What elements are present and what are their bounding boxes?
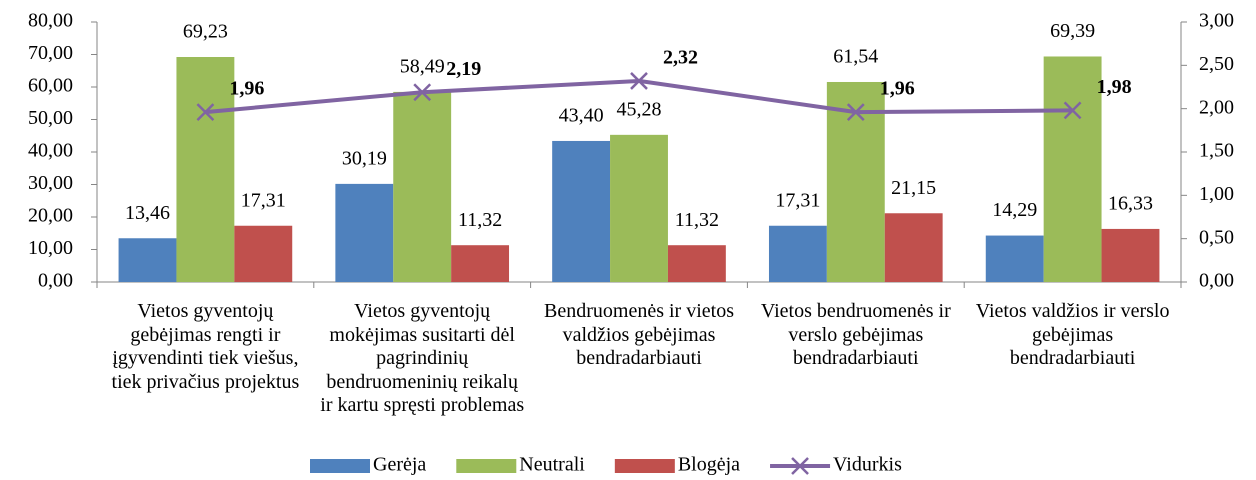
value-label: 43,40 bbox=[559, 105, 604, 127]
bar bbox=[985, 235, 1044, 282]
line-value-label: 1,98 bbox=[1097, 76, 1132, 98]
line-marker bbox=[413, 83, 432, 102]
line-value-label: 2,32 bbox=[663, 47, 698, 69]
marker-stroke bbox=[630, 72, 648, 90]
bar bbox=[1101, 228, 1160, 282]
y2-tick-label: 2,00 bbox=[1199, 96, 1234, 118]
x-tick-label: Vietos gyventojų mokėjimas susitarti dėl… bbox=[320, 300, 525, 416]
bar bbox=[118, 238, 177, 282]
y-tick-label: 30,00 bbox=[28, 172, 73, 194]
value-label: 11,32 bbox=[675, 209, 719, 231]
y2-tick-label: 1,00 bbox=[1199, 183, 1234, 205]
y2-tick-label: 0,50 bbox=[1199, 226, 1234, 248]
y2-tick-label: 1,50 bbox=[1199, 140, 1234, 162]
value-label: 45,28 bbox=[617, 98, 662, 120]
value-label: 61,54 bbox=[833, 46, 878, 68]
bar bbox=[768, 225, 827, 282]
legend-label: Neutrali bbox=[519, 454, 585, 476]
marker-stroke bbox=[1063, 101, 1082, 120]
bar bbox=[393, 91, 452, 282]
y-tick-label: 40,00 bbox=[28, 140, 73, 162]
y2-tick-label: 2,50 bbox=[1199, 53, 1234, 75]
value-label: 30,19 bbox=[342, 147, 387, 169]
value-label: 11,32 bbox=[458, 209, 502, 231]
value-label: 69,39 bbox=[1050, 20, 1095, 42]
legend-label: Gerėja bbox=[373, 454, 426, 476]
line-value-label: 1,96 bbox=[229, 78, 264, 100]
legend-swatch bbox=[614, 459, 675, 473]
y-tick-label: 0,00 bbox=[38, 270, 73, 292]
marker-stroke bbox=[196, 103, 215, 122]
bar bbox=[176, 57, 235, 282]
y-tick-label: 20,00 bbox=[28, 205, 73, 227]
value-label: 13,46 bbox=[125, 202, 170, 224]
bar bbox=[610, 134, 668, 282]
y-tick-label: 60,00 bbox=[28, 75, 73, 97]
line-marker bbox=[1063, 101, 1082, 120]
value-label: 14,29 bbox=[992, 199, 1037, 221]
value-label: 21,15 bbox=[891, 177, 936, 199]
bar bbox=[552, 140, 611, 282]
x-tick-label: Bendruomenės ir vietos valdžios gebėjima… bbox=[544, 300, 734, 369]
value-label: 16,33 bbox=[1108, 193, 1153, 215]
bar bbox=[1043, 56, 1102, 282]
y2-tick-label: 0,00 bbox=[1199, 270, 1234, 292]
bar bbox=[335, 183, 394, 282]
y2-tick-label: 3,00 bbox=[1199, 10, 1234, 32]
bar bbox=[826, 81, 885, 283]
legend-label: Vidurkis bbox=[833, 454, 902, 476]
line-marker bbox=[846, 103, 865, 122]
legend-marker bbox=[791, 457, 809, 475]
bar bbox=[234, 225, 293, 282]
legend-swatch bbox=[310, 459, 370, 473]
bar bbox=[451, 245, 510, 282]
x-tick-label: Vietos valdžios ir verslo gebėjimas bend… bbox=[975, 300, 1170, 369]
x-tick-label: Vietos bendruomenės ir verslo gebėjimas … bbox=[760, 300, 951, 369]
line-value-label: 1,96 bbox=[880, 78, 915, 100]
value-label: 17,31 bbox=[775, 189, 820, 211]
bar bbox=[884, 213, 943, 282]
value-label: 69,23 bbox=[183, 21, 228, 43]
y-tick-label: 80,00 bbox=[28, 10, 73, 32]
bar bbox=[667, 245, 726, 282]
line-marker bbox=[630, 72, 648, 90]
marker-stroke bbox=[846, 103, 865, 122]
value-label: 17,31 bbox=[241, 189, 286, 211]
line-marker bbox=[196, 103, 215, 122]
marker-stroke bbox=[413, 83, 432, 102]
line-value-label: 2,19 bbox=[446, 58, 481, 80]
y-tick-label: 50,00 bbox=[28, 107, 73, 129]
y-tick-label: 10,00 bbox=[28, 237, 73, 259]
y-tick-label: 70,00 bbox=[28, 42, 73, 64]
value-label: 58,49 bbox=[400, 56, 445, 78]
x-tick-label: Vietos gyventojų gebėjimas rengti ir įgy… bbox=[111, 300, 300, 393]
legend-label: Blogėja bbox=[678, 454, 740, 476]
legend-swatch bbox=[456, 459, 517, 473]
